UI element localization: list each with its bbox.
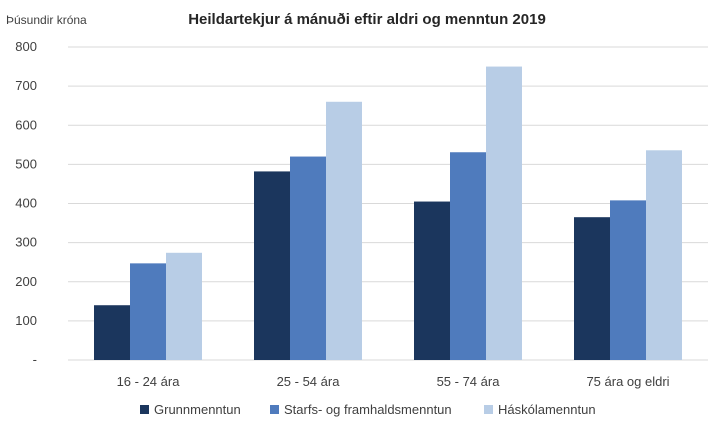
y-tick-label: 800: [15, 39, 37, 54]
bar: [94, 305, 130, 360]
bar: [166, 252, 202, 360]
y-tick-label: 600: [15, 117, 37, 132]
bar: [254, 171, 290, 360]
y-tick-label: 500: [15, 156, 37, 171]
y-tick-label: 200: [15, 274, 37, 289]
y-tick-label: 700: [15, 78, 37, 93]
legend-swatch: [484, 405, 493, 414]
bars: [94, 66, 682, 361]
bar: [326, 101, 362, 361]
x-tick-label: 75 ára og eldri: [586, 374, 669, 389]
legend-label: Grunnmenntun: [154, 402, 241, 417]
y-axis-ticks: - 100 200 300 400 500 600 700 800: [15, 39, 37, 367]
legend-swatch: [140, 405, 149, 414]
x-tick-label: 55 - 74 ára: [437, 374, 501, 389]
legend-label: Starfs- og framhaldsmenntun: [284, 402, 452, 417]
bar: [574, 217, 610, 360]
y-tick-label: 400: [15, 196, 37, 211]
legend: Grunnmenntun Starfs- og framhaldsmenntun H…: [140, 402, 596, 417]
bar: [486, 66, 522, 360]
bar: [646, 150, 682, 360]
x-tick-label: 25 - 54 ára: [277, 374, 341, 389]
chart-title: Heildartekjur á mánuði eftir aldri og me…: [188, 11, 546, 28]
legend-label: Háskólamenntun: [498, 402, 596, 417]
y-tick-label: 100: [15, 313, 37, 328]
y-tick-label: 300: [15, 235, 37, 250]
bar: [290, 156, 326, 360]
y-axis-label: Þúsundir króna: [6, 13, 87, 27]
bar: [414, 201, 450, 360]
y-tick-label: -: [33, 352, 37, 367]
bar: [130, 263, 166, 360]
bar: [610, 200, 646, 360]
legend-swatch: [270, 405, 279, 414]
x-tick-label: 16 - 24 ára: [117, 374, 181, 389]
bar: [450, 152, 486, 360]
x-axis-ticks: 16 - 24 ára 25 - 54 ára 55 - 74 ára 75 ára …: [117, 374, 670, 389]
